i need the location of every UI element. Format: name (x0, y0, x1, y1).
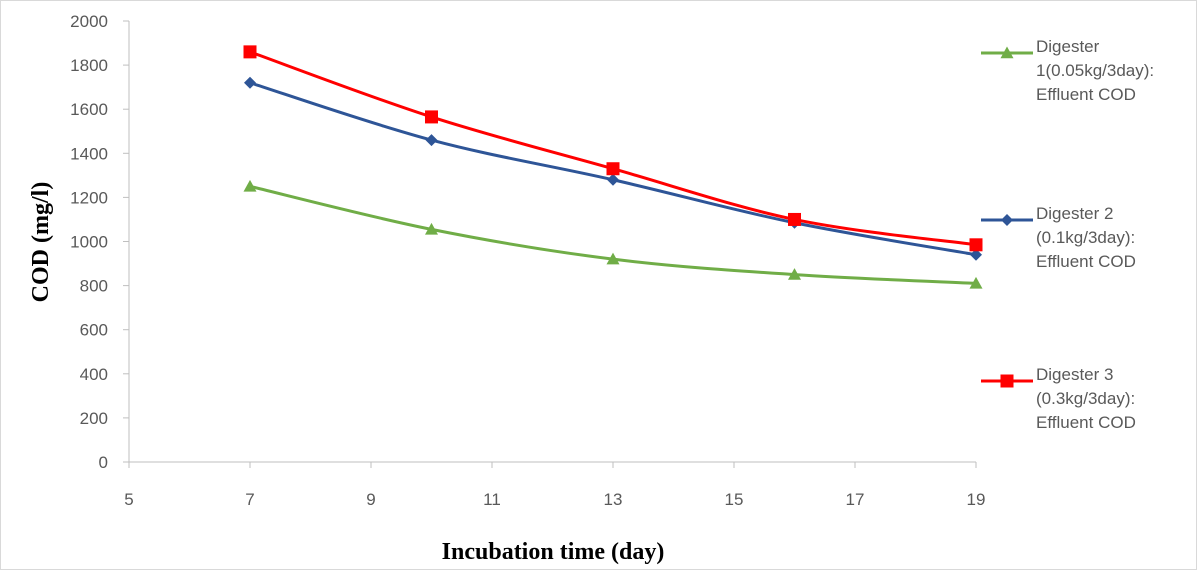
legend-label: (0.3kg/3day): (1036, 389, 1135, 408)
x-tick-label: 19 (967, 490, 986, 509)
data-point (607, 173, 619, 186)
legend-label: 1(0.05kg/3day): (1036, 61, 1154, 80)
data-point (425, 110, 438, 124)
y-tick-label: 1200 (70, 188, 108, 207)
legend-swatch-marker (1000, 374, 1014, 388)
legend-item-1: Digester 1(0.05kg/3day): Effluent COD (981, 37, 1154, 104)
axes (123, 20, 977, 468)
series-layer (243, 45, 983, 289)
y-tick-label: 2000 (70, 12, 108, 31)
y-tick-label: 400 (80, 365, 108, 384)
legend-swatch-marker (1001, 214, 1013, 226)
x-tick-label: 13 (604, 490, 623, 509)
data-point (425, 134, 438, 147)
data-point (969, 238, 983, 252)
series-3 (243, 45, 983, 252)
y-tick-label: 600 (80, 321, 108, 340)
y-tick-label: 200 (80, 409, 108, 428)
legend-label: Effluent COD (1036, 252, 1136, 271)
x-axis-title: Incubation time (day) (442, 539, 665, 565)
series-line (249, 50, 977, 247)
x-tick-label: 5 (124, 490, 133, 509)
legend-label: Effluent COD (1036, 413, 1136, 432)
data-point (243, 45, 257, 59)
legend-label: (0.1kg/3day): (1036, 228, 1135, 247)
legend-label: Digester 2 (1036, 204, 1113, 223)
x-tick-label: 11 (483, 490, 501, 509)
data-point (244, 76, 256, 89)
data-point (970, 248, 982, 261)
x-tick-label: 9 (366, 490, 375, 509)
y-tick-label: 0 (99, 453, 108, 472)
y-tick-label: 800 (80, 277, 108, 296)
series-1 (243, 179, 983, 289)
legend-swatch-marker (1000, 46, 1014, 59)
legend-item-2: Digester 2 (0.1kg/3day): Effluent COD (981, 204, 1136, 271)
data-point (243, 179, 257, 192)
y-tick-label: 1400 (70, 144, 108, 163)
y-tick-label: 1800 (70, 56, 108, 75)
x-tick-label: 7 (245, 490, 254, 509)
data-point (969, 276, 983, 289)
y-axis-title: COD (mg/l) (28, 182, 54, 303)
data-point (606, 252, 620, 265)
x-tick-label: 15 (725, 490, 744, 509)
data-point (788, 212, 801, 226)
data-point (425, 222, 438, 235)
y-tick-label: 1600 (70, 100, 108, 119)
data-point (788, 268, 801, 280)
legend-item-3: Digester 3 (0.3kg/3day): Effluent COD (981, 365, 1136, 432)
legend-label: Effluent COD (1036, 85, 1136, 104)
tick-labels: 0 200 400 600 800 1000 1200 1400 1600 1800 2000 5 7 9… (70, 12, 985, 509)
x-tick-label: 17 (846, 490, 865, 509)
y-tick-label: 1000 (70, 233, 108, 252)
legend-label: Digester 3 (1036, 365, 1113, 384)
data-point (606, 162, 620, 176)
legend-label: Digester (1036, 37, 1100, 56)
